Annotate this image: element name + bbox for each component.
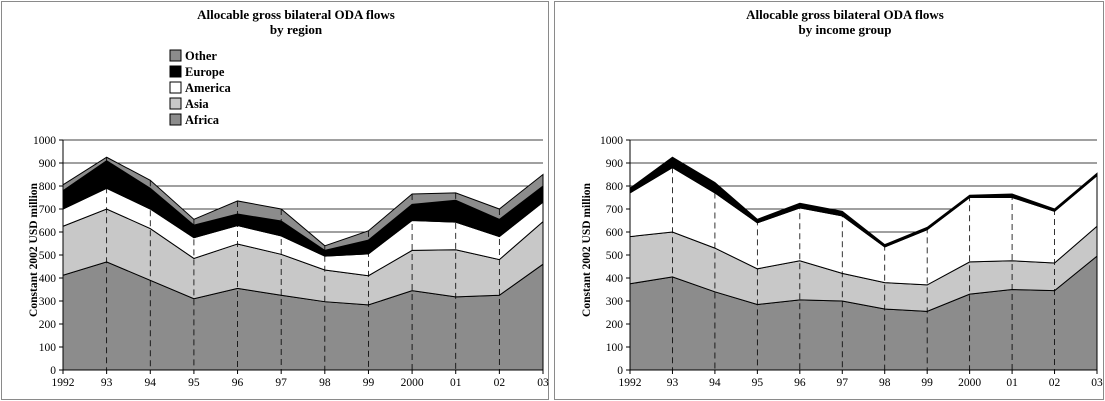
legend-label: America: [185, 81, 232, 95]
x-tick-label: 98: [319, 377, 331, 389]
x-tick-label: 98: [879, 377, 891, 389]
x-tick-label: 02: [494, 377, 506, 389]
y-tick-label: 400: [39, 273, 57, 285]
y-tick-label: 100: [606, 342, 624, 354]
x-tick-labels: 1992 93 94 95 96 97 98 99 2000 01 02 03: [619, 370, 1103, 389]
x-tick-label: 1992: [619, 377, 642, 389]
y-tick-labels: 0 100 200 300 400 500 600 700 800 900 1000: [33, 135, 63, 377]
y-tick-label: 1000: [33, 135, 56, 147]
x-tick-label: 02: [1049, 377, 1061, 389]
x-tick-label: 94: [145, 377, 157, 389]
x-tick-label: 97: [275, 377, 287, 389]
stacked-areas: [629, 156, 1098, 371]
chart-panel-by-region: Allocable gross bilateral ODA flows by r…: [0, 0, 550, 401]
y-tick-label: 1000: [600, 135, 623, 147]
legend-label: Other: [185, 49, 217, 63]
y-tick-label: 800: [39, 181, 57, 193]
y-tick-label: 200: [39, 319, 57, 331]
chart-frame: [554, 1, 1104, 400]
legend-label: Europe: [185, 65, 225, 79]
x-tick-label: 99: [363, 377, 375, 389]
x-tick-label: 01: [1006, 377, 1018, 389]
y-tick-label: 500: [606, 250, 624, 262]
y-tick-label: 900: [606, 158, 624, 170]
y-tick-label: 600: [606, 227, 624, 239]
y-tick-label: 800: [606, 181, 624, 193]
y-tick-label: 400: [606, 273, 624, 285]
y-tick-label: 600: [39, 227, 57, 239]
chart-title: Allocable gross bilateral ODA flows: [197, 7, 395, 22]
chart-frame: [1, 1, 549, 400]
x-tick-label: 95: [752, 377, 764, 389]
chart-subtitle: by region: [270, 22, 323, 37]
x-tick-label: 1992: [52, 377, 75, 389]
y-axis-label: Constant 2002 USD million: [581, 182, 593, 316]
drop-lines: [106, 157, 500, 370]
x-tick-label: 96: [232, 377, 244, 389]
y-tick-label: 300: [39, 296, 57, 308]
x-tick-label: 93: [667, 377, 679, 389]
x-tick-label: 95: [188, 377, 200, 389]
x-tick-labels: 1992 93 94 95 96 97 98 99 2000 01 02 03: [52, 370, 549, 389]
x-tick-label: 96: [794, 377, 806, 389]
x-tick-label: 01: [450, 377, 462, 389]
y-tick-label: 500: [39, 250, 57, 262]
x-tick-label: 03: [1091, 377, 1103, 389]
x-tick-label: 2000: [401, 377, 424, 389]
y-tick-label: 700: [606, 204, 624, 216]
drop-lines: [672, 157, 1055, 370]
y-tick-label: 300: [606, 296, 624, 308]
x-tick-label: 97: [837, 377, 849, 389]
x-tick-label: 99: [921, 377, 933, 389]
legend-swatch: [169, 97, 182, 110]
x-tick-label: 94: [709, 377, 721, 389]
stacked-areas: [62, 156, 544, 371]
y-axis-label: Constant 2002 USD million: [28, 182, 40, 316]
legend-label: Africa: [185, 113, 220, 127]
y-tick-label: 100: [39, 342, 57, 354]
y-tick-label: 900: [39, 158, 57, 170]
legend-swatch: [169, 81, 182, 94]
x-tick-label: 2000: [958, 377, 981, 389]
legend-label: Asia: [185, 97, 209, 111]
y-tick-label: 0: [617, 365, 623, 377]
chart-by-income-group: Allocable gross bilateral ODA flows by i…: [581, 7, 1103, 389]
y-tick-labels: 0 100 200 300 400 500 600 700 800 900 1000: [600, 135, 630, 377]
chart-subtitle: by income group: [799, 22, 892, 37]
legend: Other Europe America Asia Africa: [166, 44, 316, 127]
legend-background: [166, 44, 316, 126]
legend-swatch: [169, 49, 182, 62]
x-tick-label: 93: [101, 377, 113, 389]
chart-title: Allocable gross bilateral ODA flows: [746, 7, 944, 22]
chart-panel-by-income-group: Allocable gross bilateral ODA flows by i…: [553, 0, 1105, 401]
legend-swatch: [169, 65, 182, 78]
x-tick-label: 03: [537, 377, 549, 389]
y-tick-label: 200: [606, 319, 624, 331]
chart-by-region: Allocable gross bilateral ODA flows by r…: [28, 7, 549, 389]
y-tick-label: 0: [50, 365, 56, 377]
y-tick-label: 700: [39, 204, 57, 216]
legend-swatch: [169, 113, 182, 126]
